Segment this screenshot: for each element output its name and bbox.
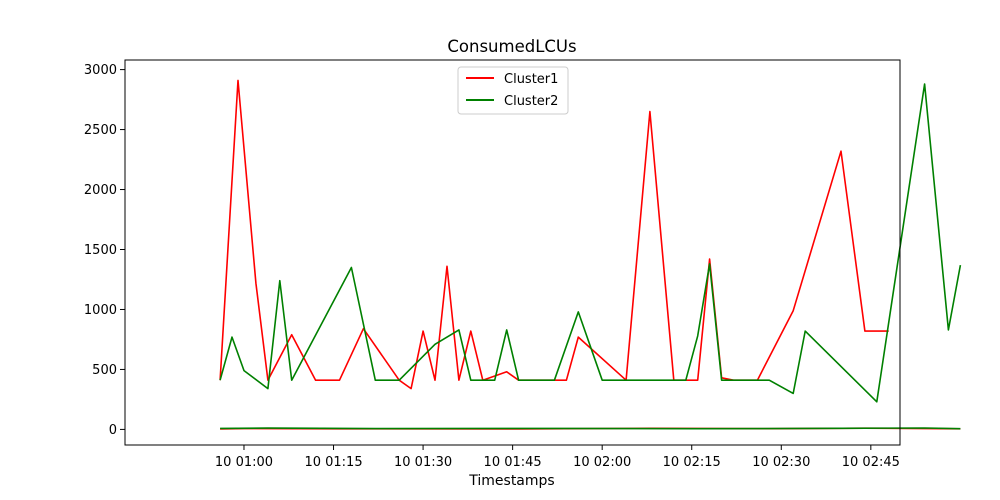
- x-axis-title: Timestamps: [468, 473, 554, 489]
- chart-title: ConsumedLCUs: [447, 37, 576, 56]
- x-tick-label: 10 01:45: [484, 455, 542, 470]
- y-axis: 0 500 1000 1500 2000 2500 3000: [84, 63, 125, 438]
- plot-lines: [219, 79, 962, 430]
- legend-label-cluster1: Cluster1: [504, 72, 558, 87]
- legend: Cluster1 Cluster2: [457, 66, 569, 115]
- x-tick-label: 10 01:30: [394, 455, 452, 470]
- x-tick-label: 10 02:30: [752, 455, 810, 470]
- series-line-cluster2: [219, 83, 962, 403]
- legend-label-cluster2: Cluster2: [504, 94, 558, 109]
- y-tick-label: 1000: [84, 303, 117, 318]
- y-tick-label: 1500: [84, 243, 117, 258]
- x-tick-label: 10 01:15: [304, 455, 362, 470]
- y-tick-label: 0: [109, 423, 117, 438]
- y-tick-label: 3000: [84, 63, 117, 78]
- x-tick-label: 10 01:00: [215, 455, 273, 470]
- x-axis: 10 01:00 10 01:15 10 01:30 10 01:45 10 02:00…: [215, 445, 900, 470]
- x-tick-label: 10 02:00: [573, 455, 631, 470]
- y-tick-label: 2500: [84, 123, 117, 138]
- x-tick-label: 10 02:45: [842, 455, 900, 470]
- baseline-series-line-3: [220, 427, 961, 430]
- y-tick-label: 2000: [84, 183, 117, 198]
- x-tick-label: 10 02:15: [663, 455, 721, 470]
- y-tick-label: 500: [92, 363, 117, 378]
